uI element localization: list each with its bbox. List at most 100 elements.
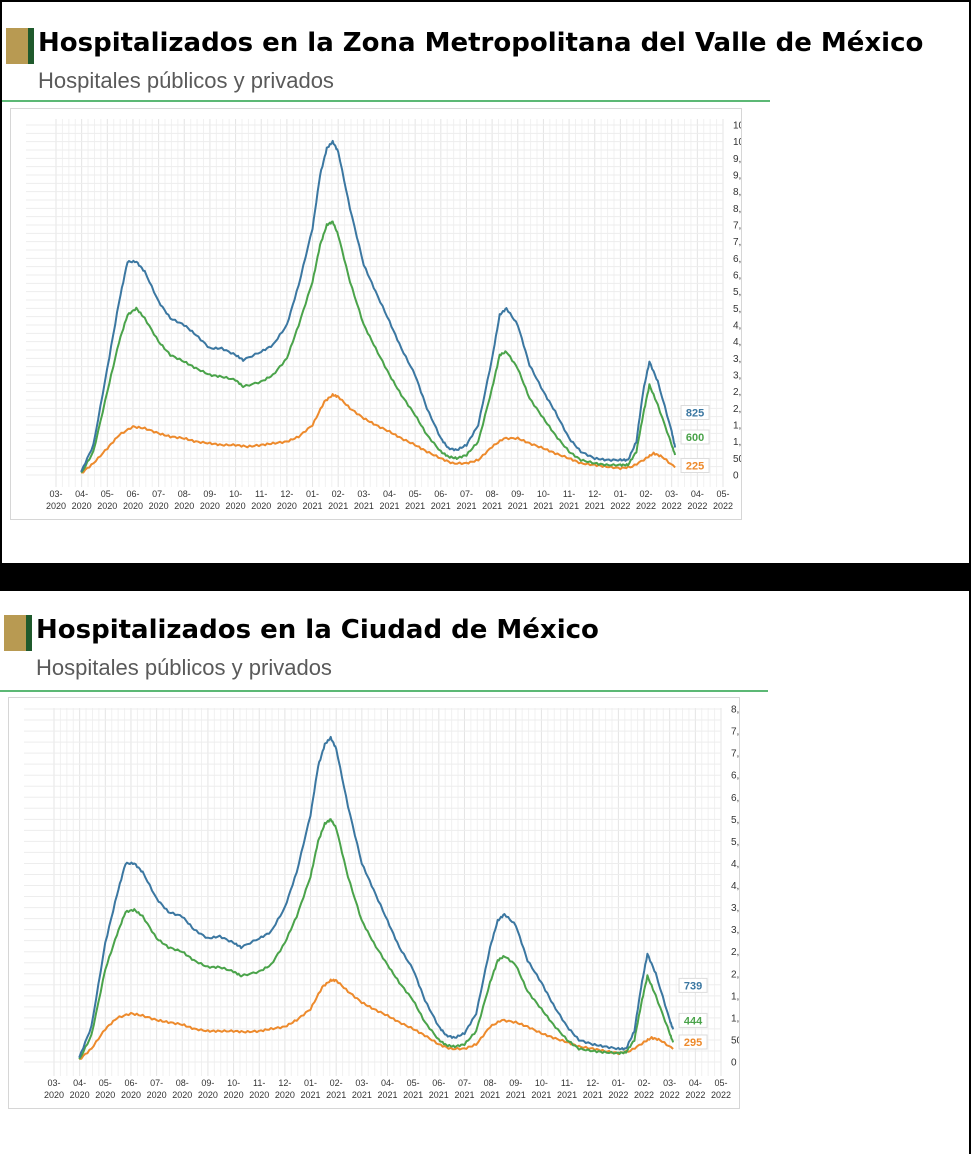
x-tick-label-month: 06- <box>434 489 447 499</box>
chart-title: Hospitalizados en la Ciudad de México <box>36 615 599 645</box>
y-tick-label: 6,000 <box>733 271 741 282</box>
y-tick-label: 6,500 <box>733 254 741 265</box>
x-tick-label-month: 05- <box>714 1078 727 1088</box>
x-tick-label-year: 2021 <box>431 501 451 511</box>
y-tick-label: 4,000 <box>731 881 739 892</box>
y-tick-label: 8,000 <box>733 204 741 215</box>
y-tick-label: 4,000 <box>733 337 741 348</box>
x-tick-label-year: 2021 <box>377 1090 397 1100</box>
y-tick-label: 3,000 <box>731 925 739 936</box>
chart-title: Hospitalizados en la Zona Metropolitana … <box>38 28 924 58</box>
series-line-green <box>78 818 675 1060</box>
x-tick-label-month: 08- <box>486 489 499 499</box>
x-tick-label-month: 06- <box>124 1078 137 1088</box>
x-tick-label-year: 2020 <box>97 501 117 511</box>
chart-panel-zmvm: Hospitalizados en la Zona Metropolitana … <box>0 0 969 563</box>
y-tick-label: 7,000 <box>733 237 741 248</box>
title-accent-bar <box>4 615 32 651</box>
x-tick-label-year: 2021 <box>583 1090 603 1100</box>
x-tick-label-month: 09- <box>203 489 216 499</box>
x-tick-label-year: 2020 <box>95 1090 115 1100</box>
end-label-value: 295 <box>684 1037 702 1049</box>
x-tick-label-year: 2020 <box>275 1090 295 1100</box>
y-tick-label: 7,500 <box>731 727 739 738</box>
x-tick-label-year: 2022 <box>662 501 682 511</box>
x-tick-label-month: 04- <box>383 489 396 499</box>
x-tick-label-year: 2021 <box>354 501 374 511</box>
series-line-total <box>78 735 675 1058</box>
x-tick-label-month: 12- <box>586 1078 599 1088</box>
x-tick-label-month: 05- <box>101 489 114 499</box>
y-tick-label: 1,500 <box>733 421 741 432</box>
x-tick-label-month: 02- <box>330 1078 343 1088</box>
y-tick-label: 500 <box>733 454 741 465</box>
y-tick-label: 4,500 <box>731 859 739 870</box>
x-tick-label-year: 2021 <box>482 501 502 511</box>
y-tick-label: 6,500 <box>731 771 739 782</box>
x-tick-label-year: 2021 <box>557 1090 577 1100</box>
x-tick-label-month: 04- <box>75 489 88 499</box>
x-tick-label-year: 2020 <box>200 501 220 511</box>
x-tick-label-year: 2020 <box>46 501 66 511</box>
y-tick-label: 5,000 <box>733 304 741 315</box>
x-tick-label-month: 11- <box>253 1078 265 1088</box>
x-tick-label-year: 2020 <box>149 501 169 511</box>
title-divider <box>0 690 768 692</box>
x-tick-label-year: 2021 <box>585 501 605 511</box>
end-label-value: 600 <box>686 432 704 444</box>
y-tick-label: 6,000 <box>731 793 739 804</box>
x-tick-label-month: 02- <box>638 1078 651 1088</box>
end-label-value: 225 <box>686 461 704 473</box>
x-tick-label-month: 09- <box>201 1078 214 1088</box>
x-tick-label-year: 2022 <box>608 1090 628 1100</box>
y-tick-label: 9,000 <box>733 171 741 182</box>
x-tick-label-month: 02- <box>332 489 345 499</box>
x-tick-label-year: 2020 <box>172 1090 192 1100</box>
x-tick-label-year: 2021 <box>328 501 348 511</box>
line-chart-cdmx: 0 500 1,000 1,500 2,000 2,500 3,000 3,500 4,000 4… <box>8 697 756 1109</box>
x-tick-label-month: 04- <box>691 489 704 499</box>
x-tick-label-month: 01- <box>306 489 319 499</box>
x-tick-label-year: 2021 <box>506 1090 526 1100</box>
series-line-green <box>80 220 677 474</box>
end-label-box <box>678 977 708 993</box>
y-tick-label: 3,500 <box>733 354 741 365</box>
x-tick-label-month: 01- <box>304 1078 317 1088</box>
x-tick-label-year: 2021 <box>456 501 476 511</box>
x-tick-label-month: 05- <box>716 489 729 499</box>
x-tick-label-month: 06- <box>126 489 139 499</box>
x-tick-label-year: 2021 <box>480 1090 500 1100</box>
x-tick-label-year: 2022 <box>636 501 656 511</box>
y-tick-label: 7,500 <box>733 221 741 232</box>
end-label-total: 825 <box>680 405 710 420</box>
x-tick-label-year: 2020 <box>251 501 271 511</box>
x-tick-label-month: 11- <box>561 1078 573 1088</box>
x-tick-label-year: 2022 <box>610 501 630 511</box>
x-tick-label-month: 01- <box>614 489 627 499</box>
x-tick-label-year: 2022 <box>634 1090 654 1100</box>
chart-svg-cdmx: 0 500 1,000 1,500 2,000 2,500 3,000 3,500 4,000 4… <box>24 705 756 1100</box>
x-tick-label-year: 2021 <box>429 1090 449 1100</box>
x-tick-label-year: 2021 <box>326 1090 346 1100</box>
y-tick-label: 10,000 <box>733 137 741 148</box>
y-tick-label: 5,000 <box>731 837 739 848</box>
chart-panel-cdmx: Hospitalizados en la Ciudad de México Ho… <box>0 591 969 1154</box>
x-tick-label-year: 2021 <box>454 1090 474 1100</box>
x-tick-label-month: 11- <box>255 489 267 499</box>
y-tick-label: 10,500 <box>733 121 741 132</box>
end-label-green: 444 <box>678 1012 708 1028</box>
end-label-green: 600 <box>680 429 710 445</box>
x-tick-label-month: 07- <box>150 1078 163 1088</box>
y-tick-label: 3,500 <box>731 903 739 914</box>
chart-subtitle: Hospitales públicos y privados <box>36 655 332 680</box>
y-tick-label: 2,000 <box>733 404 741 415</box>
x-tick-label-year: 2020 <box>224 1090 244 1100</box>
x-tick-label-year: 2021 <box>403 1090 423 1100</box>
y-tick-label: 8,000 <box>731 705 739 716</box>
x-tick-label-year: 2020 <box>249 1090 269 1100</box>
x-tick-label-month: 10- <box>535 1078 548 1088</box>
x-tick-label-year: 2021 <box>379 501 399 511</box>
x-tick-label-month: 03- <box>663 1078 676 1088</box>
x-tick-label-month: 07- <box>460 489 473 499</box>
end-label-value: 444 <box>684 1015 703 1027</box>
